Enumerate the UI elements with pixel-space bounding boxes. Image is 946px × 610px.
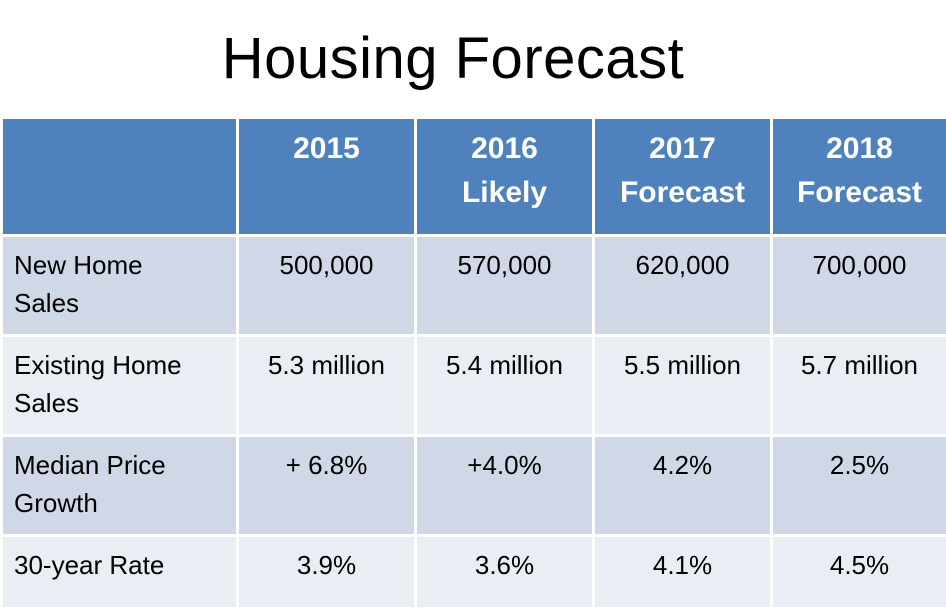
header-cell-2015: 2015 <box>238 118 416 236</box>
table-cell: +4.0% <box>416 436 594 536</box>
row-label-line: Growth <box>14 484 236 522</box>
table-cell: 5.7 million <box>772 336 946 436</box>
table-row-new-home-sales: New Home Sales 500,000 570,000 620,000 7… <box>2 236 946 336</box>
row-label-line: Existing Home <box>14 346 236 384</box>
header-year: 2017 <box>595 127 770 171</box>
row-label: New Home Sales <box>2 236 238 336</box>
row-label-line: 30-year Rate <box>14 546 236 584</box>
header-cell-2018: 2018 Forecast <box>772 118 946 236</box>
forecast-table-container: 2015 2016 Likely 2017 Forecast 2018 Fore… <box>0 116 946 607</box>
table-cell: 5.5 million <box>594 336 772 436</box>
table-cell: 620,000 <box>594 236 772 336</box>
header-cell-2017: 2017 Forecast <box>594 118 772 236</box>
header-cell-empty <box>2 118 238 236</box>
row-label: Median Price Growth <box>2 436 238 536</box>
table-row-30-year-rate: 30-year Rate 3.9% 3.6% 4.1% 4.5% <box>2 536 946 609</box>
table-row-existing-home-sales: Existing Home Sales 5.3 million 5.4 mill… <box>2 336 946 436</box>
header-qualifier: Forecast <box>595 171 770 215</box>
header-qualifier: Likely <box>417 171 592 215</box>
header-cell-2016: 2016 Likely <box>416 118 594 236</box>
slide-title: Housing Forecast <box>0 0 906 116</box>
table-row-median-price-growth: Median Price Growth + 6.8% +4.0% 4.2% 2.… <box>2 436 946 536</box>
table-cell: 570,000 <box>416 236 594 336</box>
table-cell: 5.4 million <box>416 336 594 436</box>
row-label-line: Sales <box>14 384 236 422</box>
header-year: 2018 <box>773 127 946 171</box>
row-label-line: Median Price <box>14 446 236 484</box>
table-cell: 4.5% <box>772 536 946 609</box>
table-cell: 500,000 <box>238 236 416 336</box>
row-label: Existing Home Sales <box>2 336 238 436</box>
table-cell: + 6.8% <box>238 436 416 536</box>
table-cell: 4.1% <box>594 536 772 609</box>
table-cell: 700,000 <box>772 236 946 336</box>
header-row: 2015 2016 Likely 2017 Forecast 2018 Fore… <box>2 118 946 236</box>
table-cell: 3.6% <box>416 536 594 609</box>
table-cell: 4.2% <box>594 436 772 536</box>
header-year: 2016 <box>417 127 592 171</box>
row-label-line: Sales <box>14 284 236 322</box>
table-cell: 5.3 million <box>238 336 416 436</box>
row-label: 30-year Rate <box>2 536 238 609</box>
header-qualifier: Forecast <box>773 171 946 215</box>
header-year: 2015 <box>239 127 414 171</box>
table-cell: 2.5% <box>772 436 946 536</box>
table-cell: 3.9% <box>238 536 416 609</box>
row-label-line: New Home <box>14 246 236 284</box>
forecast-table: 2015 2016 Likely 2017 Forecast 2018 Fore… <box>0 116 946 610</box>
